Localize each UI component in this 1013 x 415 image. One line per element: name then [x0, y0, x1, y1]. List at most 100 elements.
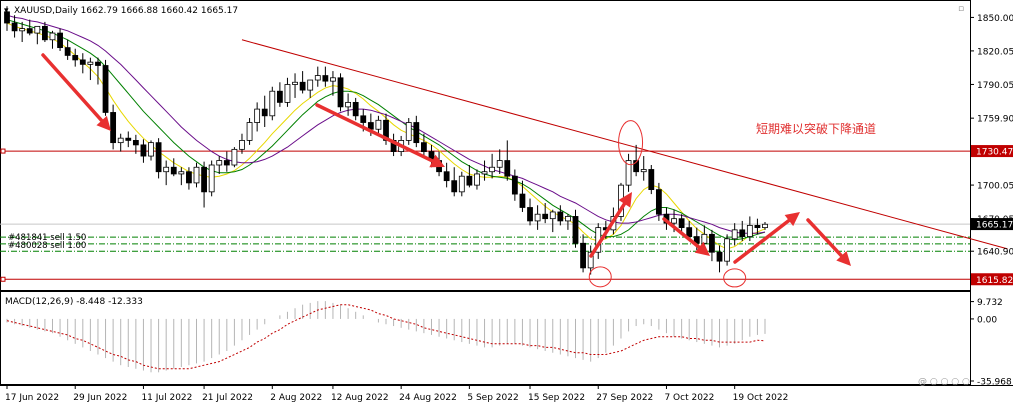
arrow-head: [836, 250, 851, 266]
candle: [246, 118, 253, 145]
time-tick-label: 29 Jun 2022: [73, 393, 127, 403]
arrow-shaft: [662, 217, 701, 249]
candle: [451, 167, 458, 197]
candle: [754, 218, 761, 235]
price-tick-label: 1820.05: [977, 47, 1013, 57]
candle: [276, 82, 283, 107]
candle-body: [95, 61, 101, 66]
candle-body: [534, 213, 541, 222]
candle: [42, 21, 48, 43]
candle-body: [87, 61, 94, 65]
candle: [140, 139, 147, 163]
candle: [201, 161, 207, 208]
candle: [79, 53, 86, 74]
candle: [511, 169, 518, 201]
arrow-shaft: [733, 218, 791, 264]
time-tick-label: 2 Aug 2022: [270, 393, 322, 403]
time-tick-label: 17 Jun 2022: [5, 393, 59, 403]
candle: [345, 93, 352, 116]
candle-body: [231, 148, 238, 166]
candle-body: [269, 90, 276, 117]
candle: [580, 234, 586, 273]
candle-body: [496, 160, 503, 168]
candle: [19, 21, 26, 43]
candle-body: [110, 112, 117, 144]
candle: [231, 147, 238, 168]
candle: [163, 160, 170, 186]
candle-body: [163, 166, 170, 173]
candle-body: [201, 166, 207, 193]
candle-body: [625, 160, 632, 186]
descending-trendline[interactable]: [241, 39, 1008, 250]
candle: [534, 205, 541, 230]
candle-body: [701, 233, 708, 244]
low-circle-1: [588, 266, 612, 288]
candle: [299, 71, 306, 94]
candle-body: [709, 233, 715, 253]
candle: [489, 153, 496, 179]
candle: [458, 171, 465, 197]
candle-body: [360, 115, 367, 123]
price-badge: [971, 145, 1013, 158]
annotation-text: 短期难以突破下降通道: [756, 121, 876, 136]
time-tick-label: 5 Sep 2022: [467, 393, 518, 403]
candle: [572, 209, 579, 248]
candle: [170, 158, 177, 177]
candle-body: [79, 59, 86, 65]
candle-body: [511, 175, 518, 195]
candle-body: [481, 171, 488, 175]
candle-body: [420, 142, 427, 152]
price-badge: [971, 218, 1013, 231]
candle: [527, 198, 533, 226]
candle: [587, 245, 594, 275]
candle: [474, 169, 480, 190]
arrow-shaft: [315, 103, 435, 163]
candle-body: [155, 142, 162, 173]
macd-panel-frame: [0, 291, 971, 385]
candle-body: [208, 164, 215, 193]
candle: [148, 140, 154, 161]
price-badge-label: 1615.82: [976, 276, 1013, 286]
candle: [254, 102, 261, 132]
candle: [261, 95, 268, 127]
candle: [95, 57, 101, 85]
arrow-down-4: [806, 218, 851, 266]
candle-body: [443, 171, 450, 182]
candle: [110, 104, 117, 150]
candle: [762, 222, 768, 230]
macd-signal-line: [6, 304, 766, 370]
candle: [633, 144, 640, 177]
candle-body: [648, 169, 655, 191]
price-tick-label: 1790.05: [977, 81, 1013, 91]
candle-body: [132, 140, 139, 146]
candle: [49, 30, 56, 49]
time-tick-label: 19 Oct 2022: [733, 393, 789, 403]
candle-body: [655, 189, 662, 215]
support-line-handle[interactable]: [0, 276, 6, 282]
candle-body: [367, 122, 374, 130]
candle-body: [375, 119, 382, 130]
candle: [125, 131, 132, 148]
resistance-line-handle[interactable]: [0, 148, 6, 154]
candle: [716, 245, 723, 273]
order-label-1[interactable]: #481841 sell 1.50: [8, 233, 86, 243]
candle-body: [633, 160, 640, 173]
candle-body: [322, 75, 329, 82]
candle: [549, 209, 556, 233]
candle-body: [314, 75, 321, 81]
candle-body: [186, 171, 192, 184]
arrow-head: [429, 154, 445, 168]
order-label-2[interactable]: #480028 sell 1.00: [8, 241, 86, 251]
arrow-shaft: [589, 202, 627, 258]
candle: [307, 79, 314, 98]
time-tick-label: 12 Aug 2022: [331, 393, 389, 403]
candle: [284, 77, 291, 107]
candle-body: [405, 122, 412, 141]
candle: [337, 73, 344, 112]
candle-body: [299, 81, 306, 91]
candle-body: [466, 175, 473, 186]
symbol-icon: ▾: [4, 6, 9, 16]
candle-body: [117, 137, 124, 144]
candle: [648, 165, 655, 195]
